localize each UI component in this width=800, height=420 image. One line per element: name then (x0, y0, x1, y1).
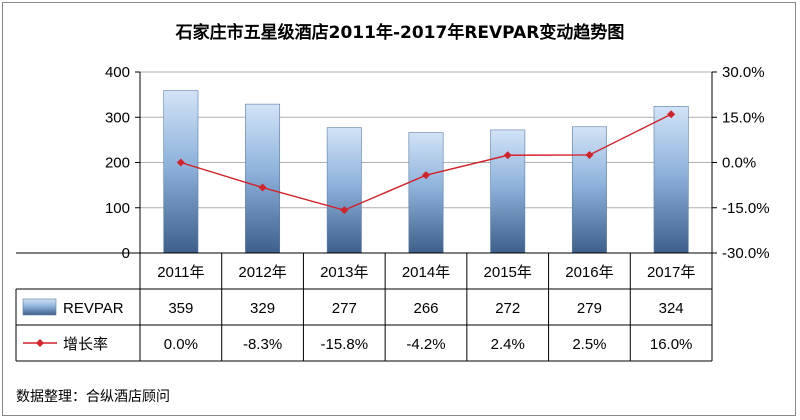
bar-revpar (163, 90, 199, 254)
data-label-revpar: 324 (659, 300, 684, 317)
bar-revpar (245, 103, 281, 254)
axis-right: 30.0% 15.0% 0.0% -15.0% -30.0% (711, 64, 770, 361)
data-label-revpar: 266 (413, 300, 438, 317)
x-tick-label: 2017年 (647, 264, 695, 281)
left-tick-label: 400 (105, 64, 130, 81)
x-tick-label: 2015年 (484, 264, 532, 281)
bar-revpar (408, 132, 444, 254)
growth-marker (176, 158, 185, 167)
chart-title: 石家庄市五星级酒店2011年-2017年REVPAR变动趋势图 (175, 22, 625, 43)
legend-marker-growth (36, 339, 44, 347)
growth-marker (422, 171, 430, 180)
data-label-revpar: 279 (577, 300, 602, 317)
x-tick-label: 2013年 (320, 264, 368, 281)
x-tick-label: 2016年 (565, 264, 613, 281)
growth-marker (503, 151, 512, 160)
bar-revpar (326, 127, 362, 254)
growth-marker (340, 206, 349, 215)
data-label-revpar: 329 (250, 300, 275, 317)
right-tick-label: 30.0% (722, 64, 765, 81)
growth-marker (258, 183, 267, 192)
data-label-growth: 2.5% (572, 336, 606, 353)
legend-label-growth: 增长率 (63, 336, 108, 353)
right-tick-label: -30.0% (722, 245, 770, 262)
right-tick-label: 0.0% (722, 155, 756, 172)
data-label-growth: -15.8% (321, 336, 369, 353)
chart-svg: 石家庄市五星级酒店2011年-2017年REVPAR变动趋势图 01002003… (15, 22, 770, 405)
bar-revpar (571, 126, 607, 254)
data-label-growth: -4.2% (406, 336, 445, 353)
data-label-growth: 0.0% (164, 336, 198, 353)
chart-frame: 石家庄市五星级酒店2011年-2017年REVPAR变动趋势图 0 100 200 3… (2, 2, 796, 416)
data-label-revpar: 272 (495, 300, 520, 317)
growth-marker (585, 150, 594, 159)
data-label-revpar: 359 (168, 300, 193, 317)
source-note: 数据整理：合纵酒店顾问 (16, 389, 170, 405)
data-label-growth: 2.4% (491, 336, 525, 353)
data-table: 2011年 2012年 2013年 2014年 2015年 2016年 2017年 REVPA… (15, 252, 712, 362)
plot-line (176, 110, 676, 215)
growth-marker (667, 110, 676, 119)
x-tick-label: 2011年 (157, 264, 204, 281)
left-tick-label: 200 (105, 155, 130, 172)
data-label-growth: -8.3% (243, 336, 282, 353)
data-label-revpar: 277 (332, 300, 357, 317)
bar-revpar (490, 129, 526, 254)
legend-key-revpar (22, 298, 57, 316)
x-tick-label: 2012年 (238, 264, 286, 281)
right-tick-label: -15.0% (722, 200, 770, 217)
data-label-growth: 16.0% (650, 336, 693, 353)
legend-label-revpar: REVPAR (63, 300, 124, 317)
x-tick-label: 2014年 (402, 264, 450, 281)
left-tick-label: 300 (105, 109, 130, 126)
bar-revpar (653, 106, 689, 254)
right-tick-label: 15.0% (722, 109, 765, 126)
left-tick-label: 100 (105, 200, 130, 217)
plot-bars (163, 90, 689, 254)
